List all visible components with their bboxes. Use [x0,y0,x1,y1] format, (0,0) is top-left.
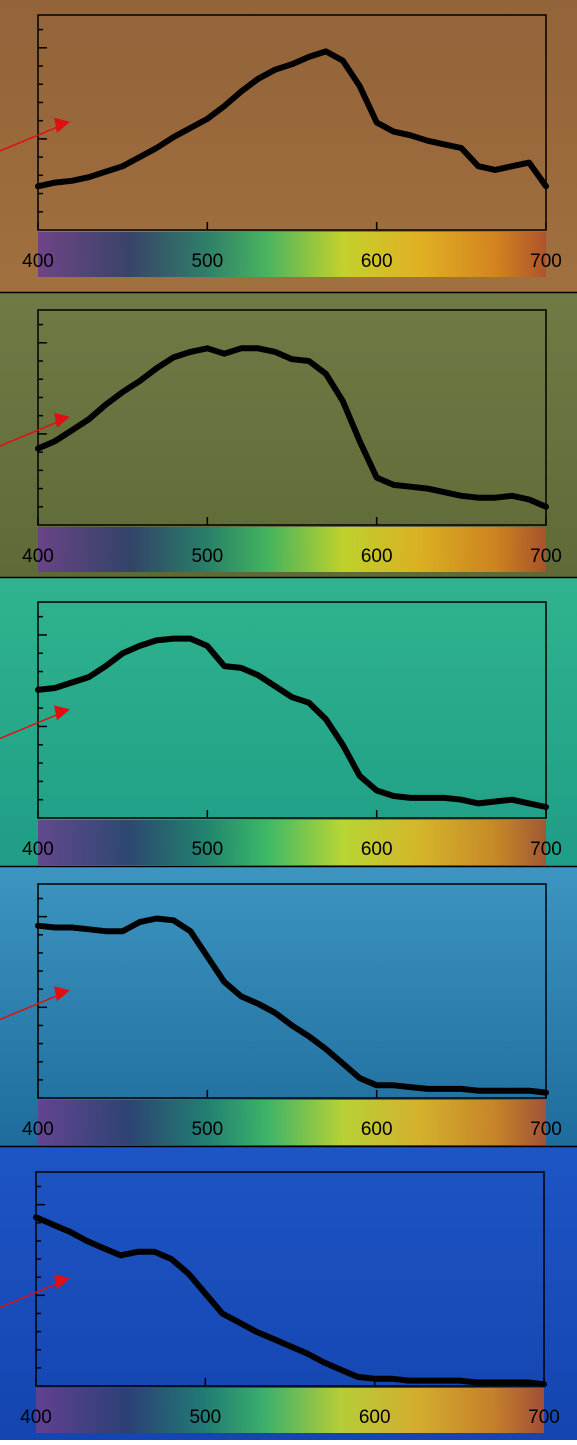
x-tick-label: 700 [530,251,562,272]
x-tick-label: 400 [22,546,54,567]
x-tick-label: 500 [191,1119,223,1140]
x-tick-label: 400 [20,1407,52,1428]
page: {"chart_data": [ {"type": "line", "color… [0,0,577,1440]
x-tick-label: 700 [528,1407,560,1428]
x-tick-label: 600 [361,839,393,860]
x-tick-label: 700 [530,1119,562,1140]
x-tick-label: 600 [361,251,393,272]
color-bar [38,527,546,572]
color-bar [38,820,546,865]
x-tick-label: 600 [359,1407,391,1428]
x-tick-label: 500 [191,546,223,567]
x-tick-label: 700 [530,839,562,860]
x-tick-label: 400 [22,251,54,272]
figure: 400 500 600 700 400 500 600 700 400 500 600 700 400 5… [0,0,577,1440]
x-tick-label: 400 [22,839,54,860]
color-bar [38,232,546,277]
color-bar [36,1388,544,1433]
x-tick-label: 700 [530,546,562,567]
x-tick-label: 600 [361,546,393,567]
x-tick-label: 600 [361,1119,393,1140]
x-tick-label: 500 [189,1407,221,1428]
x-tick-label: 500 [191,251,223,272]
color-bar [38,1100,546,1145]
x-tick-label: 400 [22,1119,54,1140]
x-tick-label: 500 [191,839,223,860]
